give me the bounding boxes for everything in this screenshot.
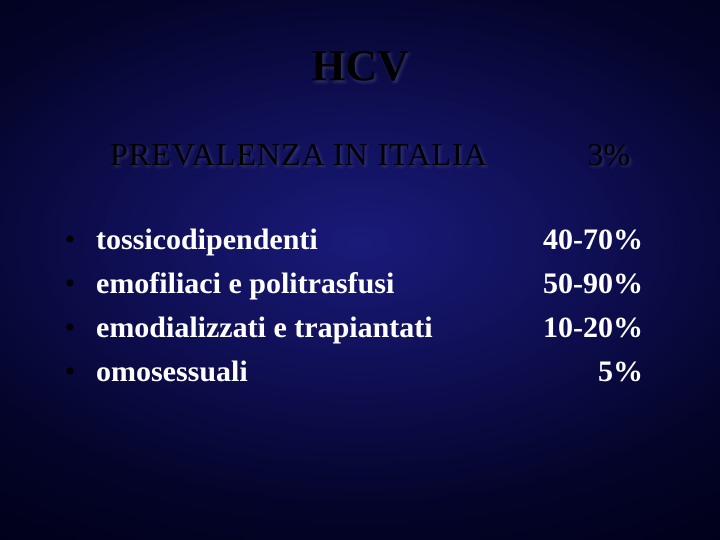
list-item-value: 40-70% — [543, 218, 643, 262]
slide-title: HCV — [0, 40, 720, 91]
list-item-label: emofiliaci e politrasfusi — [96, 262, 394, 306]
bullet-list: • tossicodipendenti 40-70% • emofiliaci … — [58, 218, 643, 394]
subtitle-label: PREVALENZA IN ITALIA — [110, 136, 488, 172]
list-item-value: 5% — [598, 350, 643, 394]
list-item: • emodializzati e trapiantati 10-20% — [58, 306, 643, 350]
bullet-icon: • — [58, 350, 82, 394]
list-item-label: omosessuali — [96, 350, 248, 394]
subtitle-value: 3% — [587, 136, 630, 173]
subtitle-row: PREVALENZA IN ITALIA 3% — [110, 136, 630, 173]
bullet-icon: • — [58, 218, 82, 262]
list-item-value: 10-20% — [543, 306, 643, 350]
list-item: • omosessuali 5% — [58, 350, 643, 394]
bullet-icon: • — [58, 306, 82, 350]
list-item-value: 50-90% — [543, 262, 643, 306]
list-item-label: tossicodipendenti — [96, 218, 318, 262]
list-item: • emofiliaci e politrasfusi 50-90% — [58, 262, 643, 306]
list-item-label: emodializzati e trapiantati — [96, 306, 433, 350]
bullet-icon: • — [58, 262, 82, 306]
list-item: • tossicodipendenti 40-70% — [58, 218, 643, 262]
